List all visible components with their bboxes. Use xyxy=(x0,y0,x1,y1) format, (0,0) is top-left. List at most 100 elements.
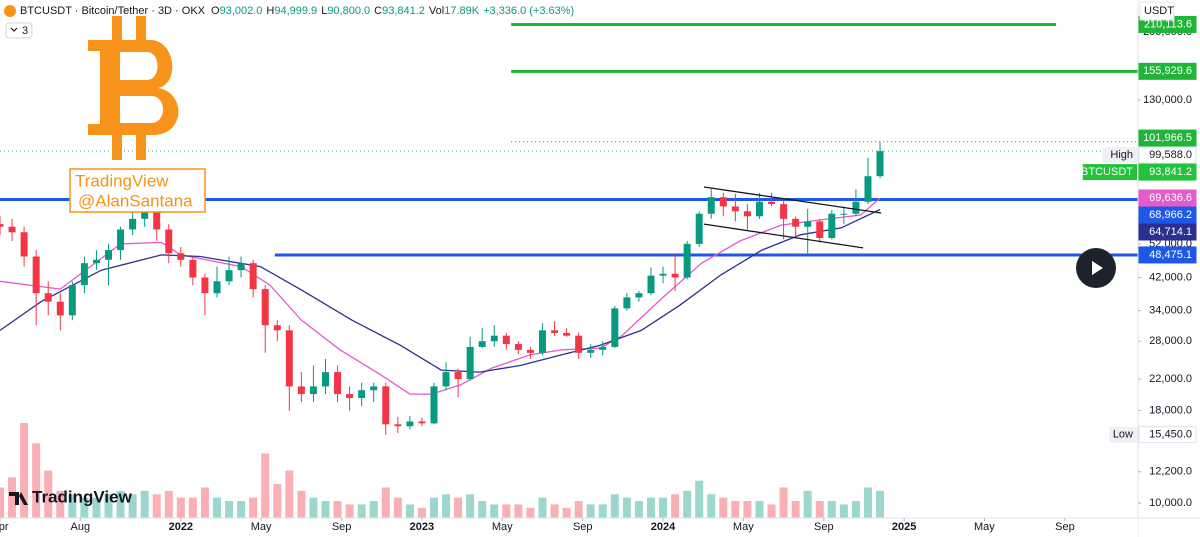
indicator-toggle[interactable] xyxy=(5,22,33,39)
plot-area xyxy=(0,22,1138,518)
x-tick-label: 2025 xyxy=(892,521,916,533)
volume-bar xyxy=(200,487,209,518)
candle-body xyxy=(611,308,619,347)
candle-body xyxy=(671,273,679,278)
volume-bar xyxy=(659,497,668,518)
volume-bar xyxy=(104,494,113,518)
bitcoin-logo xyxy=(88,16,179,160)
volume-bar xyxy=(851,501,860,518)
price-label: 99,588.0 High xyxy=(1102,146,1197,164)
candle-body xyxy=(792,218,800,227)
candle-body xyxy=(454,372,462,380)
volume-bar xyxy=(466,494,475,518)
volume-bar xyxy=(731,501,740,518)
candle-body xyxy=(816,221,824,238)
candle-body xyxy=(804,221,812,227)
tv-logo-icon xyxy=(9,492,28,505)
price-label: 48,475.1 xyxy=(1138,246,1197,264)
volume-bar xyxy=(176,497,185,518)
candle-body xyxy=(599,346,607,350)
candle-body xyxy=(165,229,173,254)
candle-body xyxy=(876,151,884,177)
candle-body xyxy=(0,224,4,227)
volume-bar xyxy=(92,497,101,518)
price-tag-text: Low xyxy=(1113,429,1133,441)
volume-bar xyxy=(791,501,800,518)
price-label-box xyxy=(1138,163,1197,181)
volume-bar xyxy=(695,480,704,518)
volume-bar xyxy=(80,497,89,518)
chevron-icon xyxy=(10,27,18,32)
candle-body xyxy=(538,330,546,353)
volume-bar xyxy=(369,501,378,518)
ohlc-value: 93,002.0 xyxy=(220,5,263,17)
x-tick-label: Aug xyxy=(70,521,90,533)
price-label: 68,966.2 xyxy=(1138,206,1197,224)
candle-body xyxy=(840,213,848,215)
watermark-text: @AlanSantana xyxy=(78,191,193,210)
volume-bar xyxy=(212,497,221,518)
candle-body xyxy=(334,372,342,395)
volume-bar xyxy=(44,470,53,518)
candle-body xyxy=(430,386,438,424)
volume-bar xyxy=(478,501,487,518)
candle-body xyxy=(8,226,16,233)
candle-body xyxy=(129,218,137,230)
volume-bar xyxy=(273,484,282,518)
candle-body xyxy=(502,335,510,345)
volume-bar xyxy=(429,497,438,518)
candle-body xyxy=(92,259,100,264)
candle-body xyxy=(563,332,571,336)
x-tick-label: Sep xyxy=(814,521,834,533)
volume-bar xyxy=(574,501,583,518)
x-tick-label: May xyxy=(733,521,754,533)
candle-body xyxy=(249,263,257,290)
candle-body xyxy=(358,390,366,399)
volume-bar xyxy=(863,487,872,518)
candle-body xyxy=(382,386,390,425)
currency-box[interactable] xyxy=(1139,1,1175,21)
candle-body xyxy=(551,330,559,333)
candle-body xyxy=(466,346,474,380)
volume-bar xyxy=(743,501,752,518)
volume-bar xyxy=(333,501,342,518)
candle-body xyxy=(273,325,281,331)
volume-bar xyxy=(671,494,680,518)
volume-bar xyxy=(719,497,728,518)
price-axis xyxy=(1138,0,1200,537)
price-label-text: 64,714.1 xyxy=(1149,226,1192,238)
candle-body xyxy=(526,349,534,353)
candle-body xyxy=(44,293,52,302)
volume-bar xyxy=(815,501,824,518)
volume-bar xyxy=(562,507,571,518)
candle-body xyxy=(20,232,28,257)
ohlc-value: 17.89K xyxy=(444,5,480,17)
price-label-box xyxy=(1138,223,1197,241)
volume-bar xyxy=(514,504,523,518)
y-tick-label: 34,000.0 xyxy=(1149,305,1192,317)
trendline xyxy=(703,223,864,249)
volume-bar xyxy=(454,497,463,518)
volume-bar xyxy=(646,497,655,518)
price-label-box xyxy=(1138,129,1197,147)
candle-body xyxy=(442,372,450,387)
x-tick-label: Apr xyxy=(0,521,9,533)
volume-bar xyxy=(225,501,234,518)
x-tick-label: May xyxy=(251,521,272,533)
price-label: 155,929.6 xyxy=(1138,62,1197,80)
ohlc-key: C xyxy=(374,5,382,17)
candle-body xyxy=(68,285,76,316)
volume-bar xyxy=(622,497,631,518)
volume-bar xyxy=(152,494,161,518)
volume-bar xyxy=(128,494,137,518)
x-tick-label: 2022 xyxy=(169,521,193,533)
symbol-title: BTCUSDT · Bitcoin/Tether · 3D · OKX xyxy=(20,5,206,17)
candle-body xyxy=(418,421,426,424)
candle-body xyxy=(731,206,739,212)
candle-body xyxy=(213,281,221,294)
volume-bar xyxy=(188,497,197,518)
volume-bar xyxy=(164,490,173,518)
price-tag-text: High xyxy=(1110,149,1133,161)
candle-body xyxy=(647,275,655,294)
